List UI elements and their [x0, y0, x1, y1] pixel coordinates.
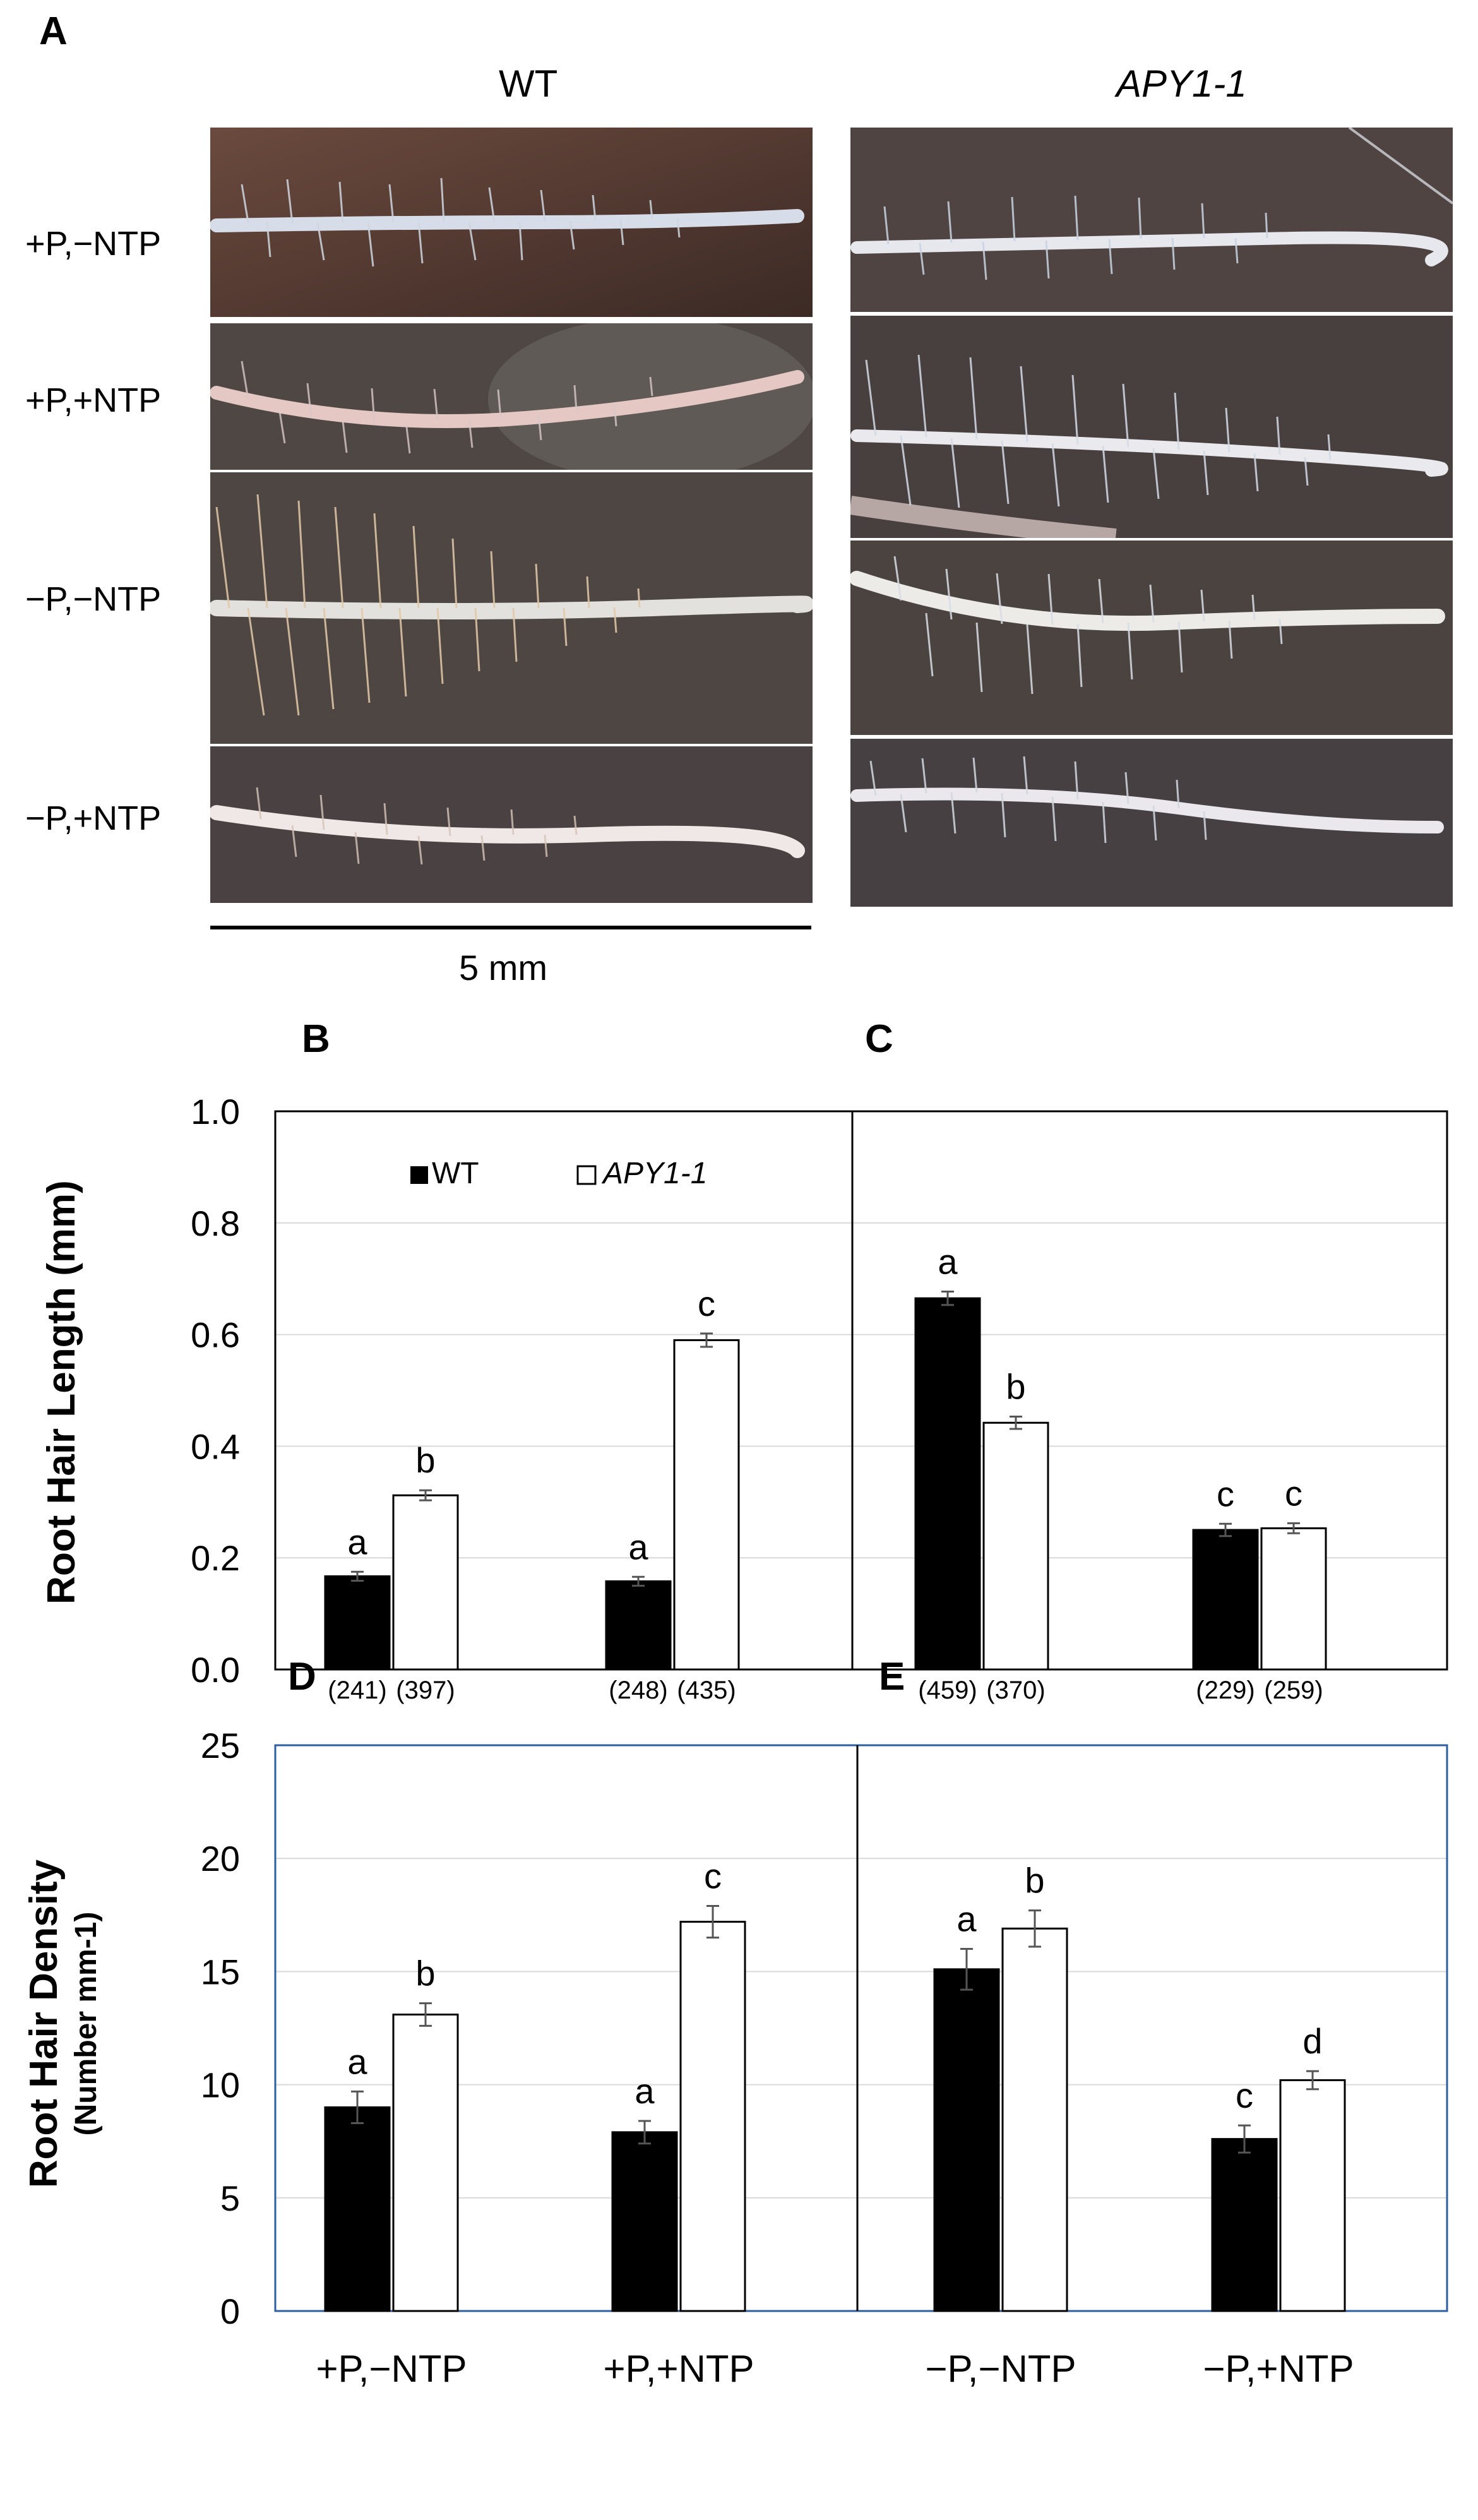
chart1-bars: a (241) b (397) a (248) c (435) a (459) b (370) c (22…: [324, 1242, 1327, 1704]
sample-size-label: (248): [609, 1676, 667, 1704]
bar-apy1-1-plusp-plusntp: [673, 1339, 740, 1671]
sample-size-label: (241): [328, 1676, 386, 1704]
legend-wt-swatch: [410, 1166, 428, 1184]
significance-letter: c: [1217, 1474, 1234, 1514]
chart2-frame: [274, 1744, 1448, 2312]
significance-letter: d: [1302, 2021, 1322, 2061]
bar-wt-plusp-minusntp: [324, 2106, 391, 2312]
legend-apy1-1-label: APY1-1: [601, 1157, 707, 1190]
significance-letter: b: [1025, 1861, 1044, 1901]
y-tick-label: 0.4: [191, 1426, 240, 1466]
chart2-x-tick-labels: +P,−NTP +P,+NTP −P,−NTP −P,+NTP: [316, 2348, 1354, 2390]
row-label-minus-p-plus-ntp: −P,+NTP: [25, 799, 162, 837]
bar-apy1-1-minusp-minusntp: [982, 1421, 1049, 1671]
panel-label-d: D: [288, 1655, 316, 1699]
x-tick-label: +P,−NTP: [316, 2348, 467, 2390]
significance-letter: b: [1006, 1367, 1025, 1407]
bar-apy1-1-minusp-plusntp: [1260, 1527, 1327, 1671]
sample-size-label: (397): [396, 1676, 455, 1704]
y-tick-label: 25: [201, 1726, 240, 1765]
sample-size-label: (259): [1264, 1676, 1323, 1704]
y-tick-label: 0: [220, 2291, 240, 2331]
bar-apy1-1-minusp-plusntp: [1279, 2079, 1346, 2312]
scale-bar-label: 5 mm: [459, 948, 547, 988]
bar-wt-minusp-minusntp: [933, 1968, 1000, 2312]
row-label-p-plus-ntp: +P,+NTP: [25, 381, 162, 419]
sample-size-label: (435): [677, 1676, 736, 1704]
photo-wt-p-minus-ntp: [210, 128, 813, 317]
photo-apy1-1-minus-p-minus-ntp: [850, 540, 1453, 735]
y-tick-label: 0.0: [191, 1650, 240, 1690]
significance-letter: a: [628, 1527, 648, 1567]
significance-letter: a: [347, 1522, 367, 1562]
significance-letter: a: [635, 2071, 655, 2111]
photo-apy1-1-minus-p-plus-ntp: [850, 739, 1453, 907]
row-label-minus-p-minus-ntp: −P,−NTP: [25, 580, 162, 618]
panel-label-c: C: [865, 1017, 893, 1061]
legend-wt-label: WT: [432, 1157, 479, 1190]
sample-size-label: (370): [986, 1676, 1045, 1704]
chart2-y-tick-labels: 0 5 10 15 20 25: [201, 1726, 240, 2331]
x-tick-label: −P,−NTP: [925, 2348, 1076, 2390]
bar-wt-minusp-plusntp: [1211, 2138, 1278, 2312]
photo-wt-minus-p-minus-ntp: [210, 472, 813, 744]
photo-apy1-1-p-plus-ntp: [850, 316, 1453, 538]
row-label-p-minus-ntp: +P,−NTP: [25, 225, 162, 263]
y-tick-label: 5: [220, 2178, 240, 2218]
column-title-apy1-1: APY1-1: [1116, 63, 1247, 105]
bar-apy1-1-plusp-plusntp: [679, 1921, 746, 2312]
significance-letter: c: [704, 1856, 722, 1896]
x-tick-label: +P,+NTP: [603, 2348, 754, 2390]
chart1-y-tick-labels: 0.0 0.2 0.4 0.6 0.8 1.0: [191, 1092, 240, 1690]
sample-size-label: (229): [1196, 1676, 1255, 1704]
y-tick-label: 0.2: [191, 1538, 240, 1578]
x-tick-label: −P,+NTP: [1203, 2348, 1354, 2390]
bar-apy1-1-minusp-minusntp: [1001, 1927, 1068, 2312]
bar-wt-plusp-plusntp: [605, 1580, 672, 1671]
sample-size-label: (459): [918, 1676, 977, 1704]
significance-letter: c: [1285, 1473, 1302, 1513]
significance-letter: c: [698, 1284, 715, 1323]
significance-letter: a: [938, 1242, 958, 1282]
charts-svg: B C D E 0.0 0.2 0.4 0.6 0.8 1.0 Root Hair Len…: [22, 1017, 1448, 2390]
chart2-bars: a b a c a b c d: [324, 1856, 1346, 2312]
legend-apy1-1-swatch: [576, 1165, 597, 1185]
significance-letter: c: [1236, 2075, 1253, 2115]
bar-wt-plusp-plusntp: [611, 2131, 678, 2312]
chart2-y-axis-sublabel: (Number mm-1): [69, 1912, 103, 2136]
panel-label-e: E: [879, 1655, 905, 1699]
photo-apy1-1-p-minus-ntp: [850, 128, 1453, 312]
panel-label-b: B: [302, 1017, 330, 1061]
significance-letter: a: [347, 2041, 367, 2081]
y-tick-label: 10: [201, 2065, 240, 2105]
chart2-y-axis-label: Root Hair Density: [22, 1859, 66, 2188]
scale-bar: [210, 926, 811, 929]
y-tick-label: 20: [201, 1839, 240, 1878]
bar-wt-minusp-minusntp: [914, 1297, 981, 1671]
y-tick-label: 15: [201, 1952, 240, 1992]
y-tick-label: 1.0: [191, 1092, 240, 1132]
photo-wt-p-plus-ntp: [210, 323, 813, 470]
significance-letter: a: [957, 1899, 977, 1939]
y-tick-label: 0.6: [191, 1315, 240, 1355]
bar-apy1-1-plusp-minusntp: [392, 2013, 459, 2312]
column-title-wt: WT: [499, 63, 558, 105]
chart1-frame: [274, 1110, 1448, 1671]
chart1-y-axis-label: Root Hair Length (mm): [40, 1180, 83, 1604]
panel-label-a: A: [39, 9, 68, 53]
photo-wt-minus-p-plus-ntp: [210, 746, 813, 903]
significance-letter: b: [415, 1440, 435, 1480]
bar-apy1-1-plusp-minusntp: [392, 1494, 459, 1671]
y-tick-label: 0.8: [191, 1203, 240, 1243]
significance-letter: b: [415, 1954, 435, 1993]
bar-wt-minusp-plusntp: [1192, 1529, 1259, 1671]
bar-wt-plusp-minusntp: [324, 1575, 391, 1671]
